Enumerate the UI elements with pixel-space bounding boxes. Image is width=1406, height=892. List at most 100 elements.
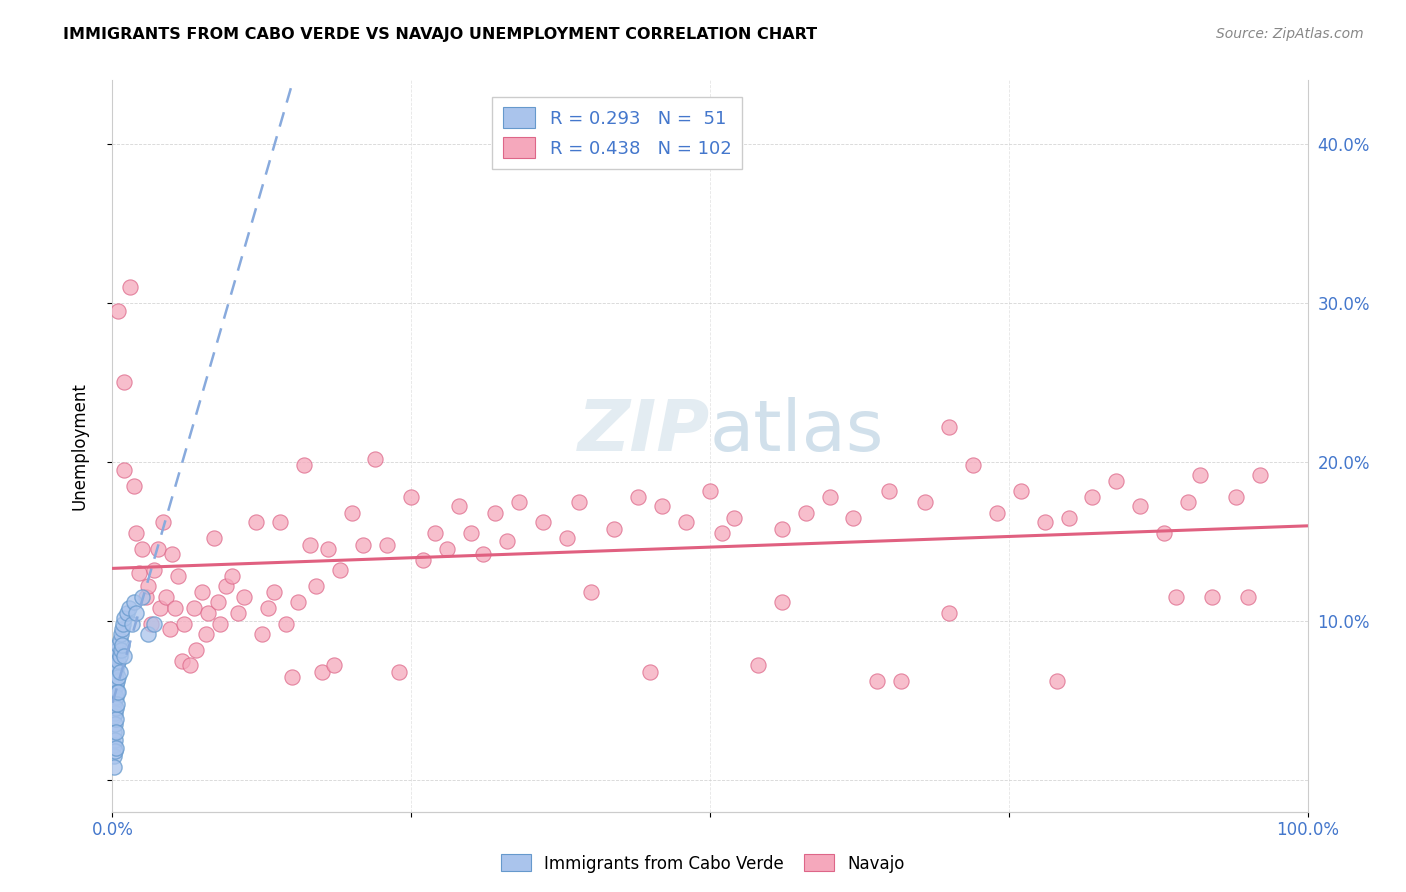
Point <box>1201 590 1223 604</box>
Point <box>159 622 181 636</box>
Point <box>105 674 128 689</box>
Point <box>128 566 150 581</box>
Point <box>274 617 297 632</box>
Point <box>103 725 125 739</box>
Point <box>125 606 148 620</box>
Text: ZIP: ZIP <box>578 397 710 466</box>
Point <box>472 547 495 561</box>
Point <box>108 665 131 679</box>
Point <box>108 648 131 663</box>
Point <box>143 617 166 632</box>
Point <box>103 760 125 774</box>
Point <box>105 690 128 705</box>
Point <box>104 681 127 695</box>
Point <box>107 685 129 699</box>
Point <box>114 648 135 663</box>
Point <box>866 674 889 689</box>
Point <box>364 451 387 466</box>
Point <box>1177 494 1199 508</box>
Point <box>1237 590 1260 604</box>
Point <box>1010 483 1032 498</box>
Point <box>107 654 129 668</box>
Point <box>1046 674 1069 689</box>
Point <box>105 697 128 711</box>
Point <box>818 490 841 504</box>
Legend: R = 0.293   N =  51, R = 0.438   N = 102: R = 0.293 N = 51, R = 0.438 N = 102 <box>492 96 742 169</box>
Point <box>122 595 145 609</box>
Point <box>105 725 128 739</box>
Point <box>104 669 127 683</box>
Point <box>163 601 186 615</box>
Point <box>484 506 506 520</box>
Point <box>131 542 153 557</box>
Point <box>651 500 673 514</box>
Point <box>207 595 229 609</box>
Point <box>114 463 135 477</box>
Point <box>842 510 865 524</box>
Point <box>603 522 626 536</box>
Point <box>104 658 127 673</box>
Point <box>170 654 193 668</box>
Point <box>245 516 267 530</box>
Point <box>108 632 131 647</box>
Point <box>167 569 190 583</box>
Point <box>914 494 936 508</box>
Point <box>112 617 135 632</box>
Point <box>107 303 129 318</box>
Point <box>125 526 148 541</box>
Point <box>115 606 138 620</box>
Point <box>412 553 434 567</box>
Point <box>352 538 374 552</box>
Point <box>322 658 344 673</box>
Point <box>1249 467 1271 482</box>
Point <box>191 585 214 599</box>
Point <box>340 506 363 520</box>
Text: atlas: atlas <box>710 397 884 466</box>
Point <box>105 642 128 657</box>
Point <box>1225 490 1247 504</box>
Point <box>531 516 554 530</box>
Y-axis label: Unemployment: Unemployment <box>70 382 89 510</box>
Point <box>711 526 734 541</box>
Point <box>555 531 578 545</box>
Point <box>121 617 143 632</box>
Point <box>568 494 591 508</box>
Point <box>104 733 127 747</box>
Point <box>110 626 132 640</box>
Point <box>329 563 352 577</box>
Point <box>103 685 125 699</box>
Point <box>107 638 129 652</box>
Point <box>627 490 650 504</box>
Point <box>986 506 1008 520</box>
Point <box>1153 526 1175 541</box>
Point <box>138 626 160 640</box>
Point <box>104 717 127 731</box>
Point <box>723 510 745 524</box>
Point <box>1166 590 1188 604</box>
Point <box>110 642 132 657</box>
Point <box>269 516 291 530</box>
Point <box>131 590 153 604</box>
Point <box>107 669 129 683</box>
Text: IMMIGRANTS FROM CABO VERDE VS NAVAJO UNEMPLOYMENT CORRELATION CHART: IMMIGRANTS FROM CABO VERDE VS NAVAJO UNE… <box>63 27 817 42</box>
Point <box>104 706 127 720</box>
Point <box>103 749 125 764</box>
Point <box>114 376 135 390</box>
Point <box>149 601 172 615</box>
Point <box>1057 510 1080 524</box>
Point <box>114 611 135 625</box>
Point <box>579 585 602 599</box>
Point <box>794 506 817 520</box>
Point <box>250 626 273 640</box>
Point <box>496 534 519 549</box>
Point <box>152 516 174 530</box>
Point <box>105 648 128 663</box>
Point <box>221 569 243 583</box>
Point <box>287 595 309 609</box>
Point <box>105 685 128 699</box>
Point <box>770 522 793 536</box>
Point <box>460 526 482 541</box>
Point <box>401 490 423 504</box>
Point <box>104 744 127 758</box>
Point <box>139 617 162 632</box>
